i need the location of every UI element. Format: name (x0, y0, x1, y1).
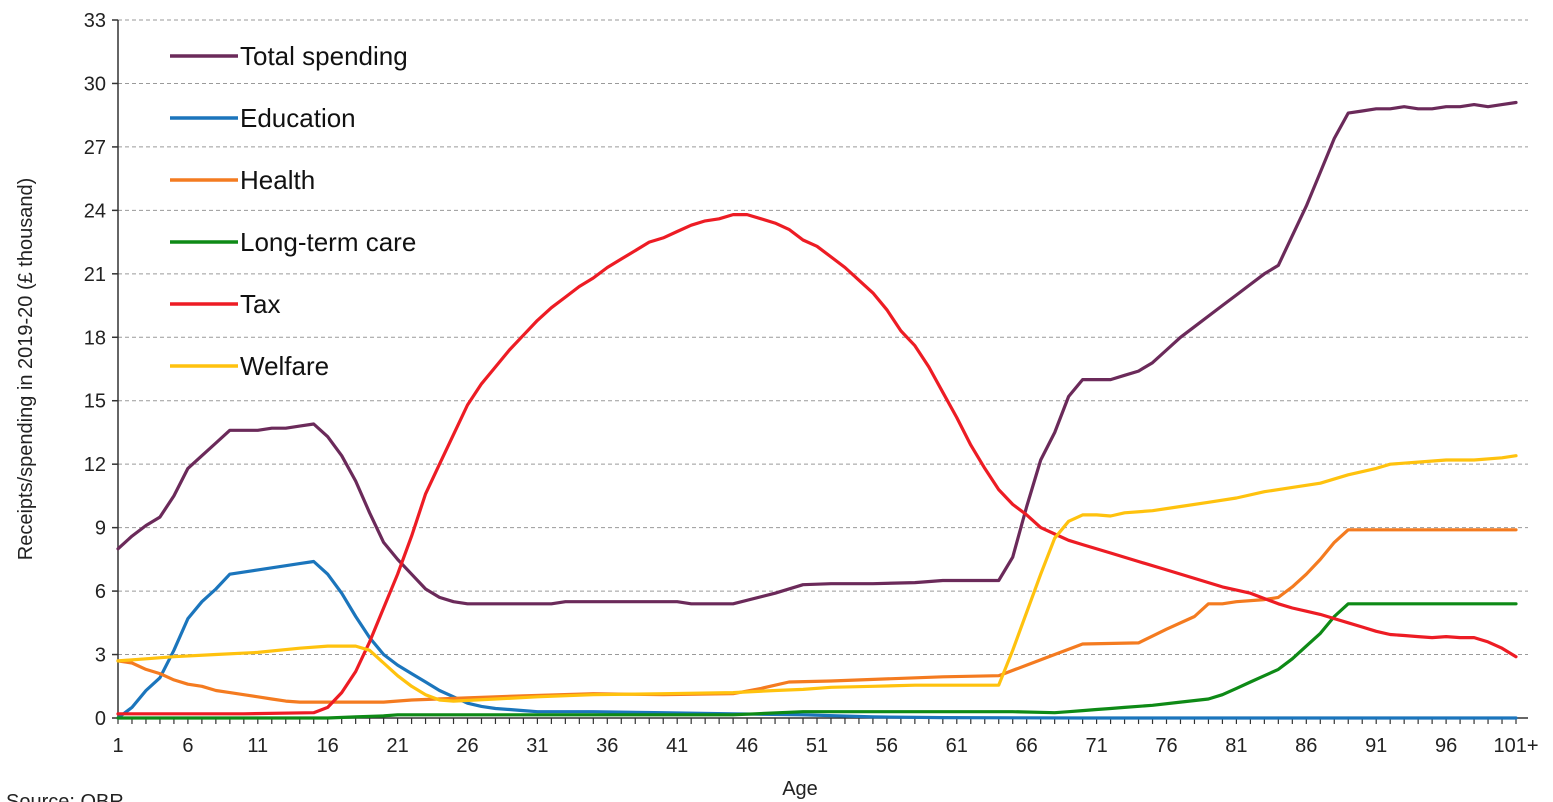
x-tick-label: 26 (456, 735, 478, 757)
x-tick-label: 81 (1225, 735, 1247, 757)
legend-label-long-term-care: Long-term care (240, 227, 416, 257)
y-tick-label: 9 (95, 518, 106, 540)
y-tick-label: 24 (84, 200, 106, 222)
y-tick-label: 30 (84, 73, 106, 95)
x-tick-label: 101+ (1493, 735, 1538, 757)
x-tick-label: 16 (317, 735, 339, 757)
y-tick-label: 12 (84, 454, 106, 476)
series-lines (116, 100, 1518, 720)
x-tick-label: 21 (386, 735, 408, 757)
y-tick-label: 27 (84, 137, 106, 159)
x-tick-label: 96 (1435, 735, 1457, 757)
series-line-welfare (116, 454, 1518, 703)
x-tick-label: 61 (946, 735, 968, 757)
x-tick-label: 76 (1155, 735, 1177, 757)
series-line-education (116, 559, 1518, 720)
x-tick-label: 56 (876, 735, 898, 757)
y-axis-title: Receipts/spending in 2019-20 (£ thousand… (15, 178, 37, 560)
legend-label-total-spending: Total spending (240, 41, 408, 71)
x-tick-label: 71 (1085, 735, 1107, 757)
series-line-health (116, 528, 1518, 704)
source-note: Source: OBR (6, 791, 124, 802)
y-tick-label: 6 (95, 581, 106, 603)
x-tick-label: 86 (1295, 735, 1317, 757)
legend-label-education: Education (240, 103, 356, 133)
series-line-tax (116, 213, 1518, 716)
legend: Total spending Education Health Long-term c… (170, 41, 416, 381)
x-tick-label: 46 (736, 735, 758, 757)
y-tick-label: 15 (84, 391, 106, 413)
y-tick-label: 3 (95, 645, 106, 667)
y-tick-label: 0 (95, 708, 106, 730)
x-tick-label: 36 (596, 735, 618, 757)
x-tick-labels: 1 6 11 16 21 26 31 36 41 46 51 56 61 66 71 76 81 86 91 96 10… (112, 735, 1538, 757)
grid-lines (118, 19, 1528, 656)
x-tick-label: 31 (526, 735, 548, 757)
legend-label-welfare: Welfare (240, 351, 329, 381)
x-tick-label: 66 (1016, 735, 1038, 757)
x-tick-label: 51 (806, 735, 828, 757)
legend-label-health: Health (240, 165, 315, 195)
series-line-total-spending (116, 100, 1518, 606)
x-tick-label: 41 (666, 735, 688, 757)
y-tick-labels: 0 3 6 9 12 15 18 21 24 27 30 33 (84, 10, 106, 730)
y-tick-label: 21 (84, 264, 106, 286)
x-tick-label: 91 (1365, 735, 1387, 757)
legend-label-tax: Tax (240, 289, 280, 319)
series-line-long-term-care (116, 602, 1518, 720)
y-tick-label: 18 (84, 327, 106, 349)
x-tick-label: 6 (182, 735, 193, 757)
x-tick-label: 11 (247, 735, 268, 757)
x-axis-title: Age (782, 778, 818, 800)
x-tick-label: 1 (112, 735, 123, 757)
y-tick-label: 33 (84, 10, 106, 32)
